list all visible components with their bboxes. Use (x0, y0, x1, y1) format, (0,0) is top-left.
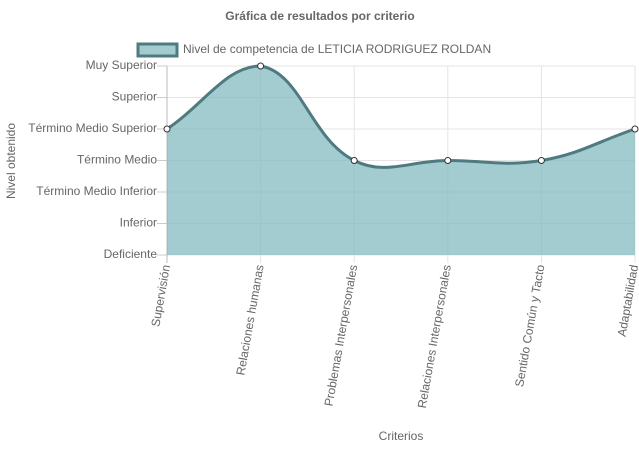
y-tick-label: Término Medio Inferior (36, 184, 157, 198)
legend-label: Nivel de competencia de LETICIA RODRIGUE… (183, 42, 491, 56)
area-fill (167, 66, 635, 255)
chart-title: Gráfica de resultados por criterio (225, 9, 414, 23)
data-point (163, 125, 171, 133)
x-tick-label: Adaptabilidad (615, 264, 639, 338)
data-point (444, 157, 452, 164)
x-tick-label: Sentido Común y Tacto (512, 263, 547, 388)
x-tick-label: Supervisión (148, 264, 173, 328)
y-tick-label: Muy Superior (86, 58, 157, 72)
data-point (350, 157, 358, 164)
y-axis-label: Nivel obtenido (4, 123, 18, 199)
y-tick-label: Superior (112, 90, 157, 104)
area-line (166, 64, 636, 169)
x-tick-label: Relaciones Interpersonales (415, 264, 454, 410)
data-point (537, 157, 545, 164)
x-axis-label: Criterios (379, 429, 424, 443)
legend-swatch (136, 42, 179, 58)
y-tick-label: Término Medio (77, 153, 157, 167)
data-point (631, 125, 639, 133)
data-point (257, 62, 265, 70)
x-tick-label: Problemas Interpersonales (322, 264, 361, 408)
y-tick-label: Inferior (120, 216, 157, 230)
x-tick-label: Relaciones humanas (233, 264, 266, 377)
y-tick-label: Deficiente (104, 247, 158, 261)
y-tick-label: Término Medio Superior (28, 121, 157, 135)
